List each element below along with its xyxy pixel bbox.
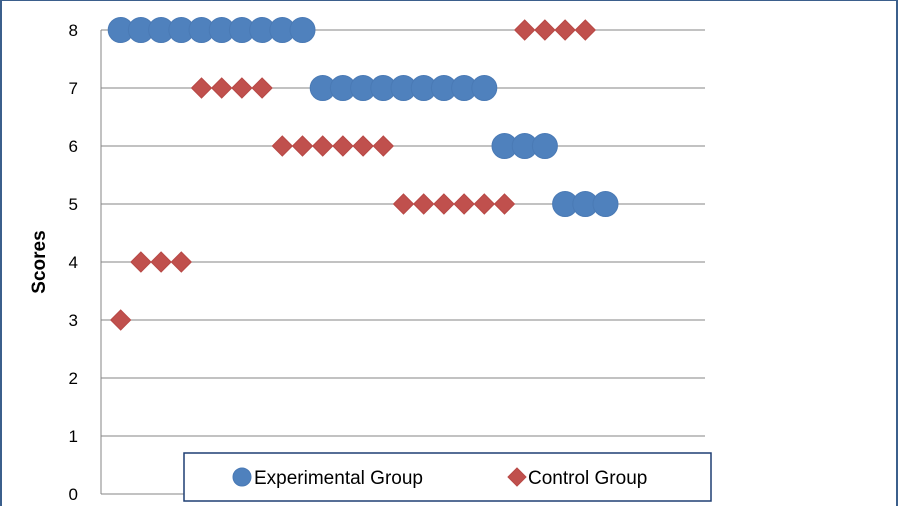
control-group-point: [534, 19, 556, 41]
control-group-point: [271, 135, 294, 157]
legend-experimental-label: Experimental Group: [254, 468, 423, 489]
control-group-point: [473, 193, 496, 215]
y-tick-label: 3: [69, 311, 78, 330]
control-group-point: [150, 251, 172, 273]
control-group-point: [352, 135, 374, 157]
y-axis-label: Scores: [29, 230, 50, 293]
control-group-point: [130, 251, 152, 273]
control-group-point: [190, 77, 213, 99]
control-group-point: [493, 193, 516, 215]
control-group-point: [412, 193, 435, 215]
control-group-markers: [109, 19, 597, 331]
control-group-point: [372, 135, 395, 157]
control-group-point: [291, 135, 314, 157]
control-group-point: [251, 77, 273, 99]
y-tick-label: 0: [69, 485, 78, 504]
control-group-point: [554, 19, 576, 41]
control-group-point: [210, 77, 233, 99]
y-tick-label: 2: [69, 369, 78, 388]
control-group-point: [574, 19, 597, 41]
control-group-point: [433, 193, 455, 215]
y-tick-labels: 0 1 2 3 4 5 6 7 8: [69, 21, 78, 504]
control-group-point: [170, 251, 193, 273]
experimental-group-point: [531, 133, 558, 159]
y-tick-label: 8: [69, 21, 78, 40]
legend-control-marker: [507, 467, 527, 487]
y-tick-label: 5: [69, 195, 78, 214]
y-tick-label: 1: [69, 427, 78, 446]
y-tick-label: 6: [69, 137, 78, 156]
y-tick-label: 7: [69, 79, 78, 98]
control-group-point: [311, 135, 334, 157]
control-group-point: [109, 309, 132, 331]
legend-control-label: Control Group: [528, 468, 647, 489]
y-tick-label: 4: [69, 253, 78, 272]
experimental-group-point: [289, 17, 316, 43]
control-group-point: [231, 77, 253, 99]
experimental-group-point: [471, 75, 498, 101]
legend-box: [183, 452, 712, 502]
control-group-point: [453, 193, 475, 215]
control-group-point: [392, 193, 415, 215]
legend-experimental-marker: [232, 467, 252, 487]
experimental-group-markers: [107, 17, 619, 217]
experimental-group-point: [592, 191, 619, 217]
control-group-point: [332, 135, 354, 157]
legend: Experimental Group Control Group: [183, 452, 712, 502]
control-group-point: [513, 19, 536, 41]
